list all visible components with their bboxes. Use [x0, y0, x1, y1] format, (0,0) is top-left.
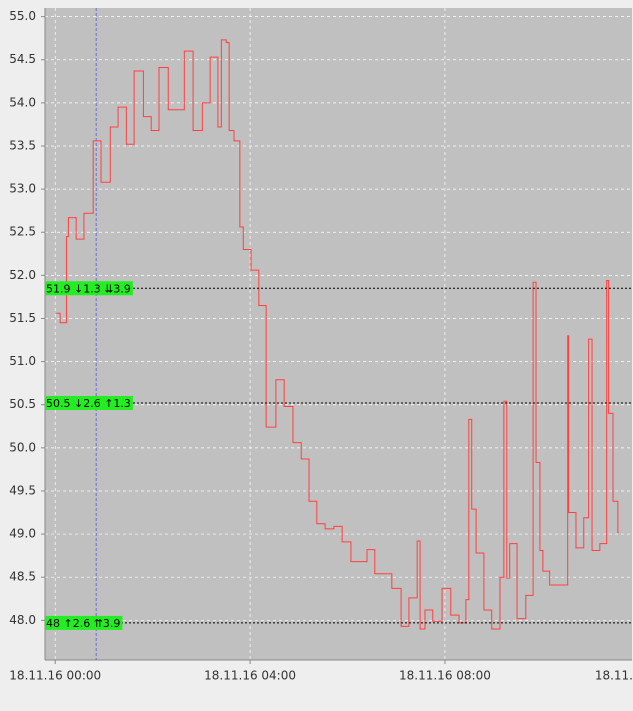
- x-tick-label: 18.11.16 04:00: [204, 669, 296, 683]
- level-label-box: [45, 281, 133, 296]
- y-tick-label: 54.5: [9, 52, 36, 66]
- y-tick-label: 49.0: [9, 527, 36, 541]
- x-tick-label: 18.11.: [595, 669, 633, 683]
- level-label: 50.5 ↓2.6 ↑1.3: [46, 397, 131, 410]
- y-tick-label: 52.5: [9, 225, 36, 239]
- level-label: 48 ↑2.6 ⇈3.9: [46, 617, 120, 630]
- x-tick-label: 18.11.16 00:00: [9, 669, 101, 683]
- plot-area: [45, 8, 632, 660]
- y-tick-label: 54.0: [9, 95, 36, 109]
- level-label-box: [45, 395, 133, 410]
- y-tick-label: 50.5: [9, 397, 36, 411]
- x-tick-label: 18.11.16 08:00: [399, 669, 491, 683]
- y-tick-label: 52.0: [9, 268, 36, 282]
- level-label: 51.9 ↓1.3 ⇊3.9: [46, 282, 131, 295]
- price-line: [56, 39, 619, 630]
- y-tick-label: 48.5: [9, 570, 36, 584]
- y-tick-label: 49.5: [9, 483, 36, 497]
- y-tick-label: 50.0: [9, 440, 36, 454]
- y-tick-label: 48.0: [9, 613, 36, 627]
- y-tick-label: 55.0: [9, 9, 36, 23]
- level-label-box: [45, 615, 123, 630]
- y-tick-label: 53.0: [9, 182, 36, 196]
- y-tick-label: 51.0: [9, 354, 36, 368]
- y-tick-label: 51.5: [9, 311, 36, 325]
- y-tick-label: 53.5: [9, 138, 36, 152]
